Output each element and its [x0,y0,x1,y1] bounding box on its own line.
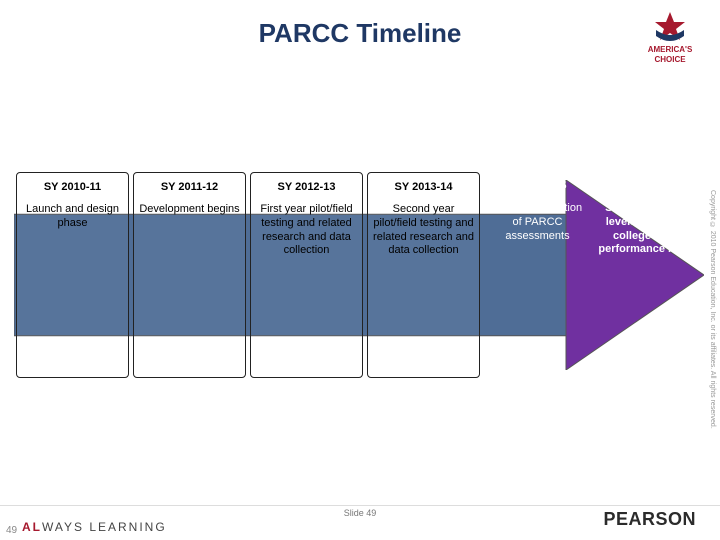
timeline-year: SY 2011-12 [161,181,218,193]
svg-text:AMERICA'S: AMERICA'S [648,45,693,54]
timeline-desc: First year pilot/field testing and relat… [253,203,360,258]
always-learning-logo: ALWAYS LEARNING [22,520,167,534]
timeline-year: Summer 2015 [613,180,685,192]
timeline-columns: SY 2010-11Launch and design phaseSY 2011… [14,172,704,378]
timeline-year: SY 2014-15 [509,180,567,192]
timeline-desc: Launch and design phase [19,203,126,231]
timeline-desc: Full administration of PARCC assessments [484,202,591,243]
timeline-desc: Set achievement levels, including colleg… [595,202,702,257]
always-learning-accent: AL [22,520,42,534]
timeline-column: SY 2014-15 Full administration of PARCC a… [482,172,593,378]
timeline-column: SY 2012-13 First year pilot/field testing… [250,172,363,378]
pearson-logo: PEARSON [603,509,696,530]
timeline-column: SY 2010-11 Launch and design phase [16,172,129,378]
page-title: PARCC Timeline [0,18,720,49]
americas-choice-logo: AMERICA'S CHOICE [636,10,704,66]
timeline-year: SY 2012-13 [278,181,336,193]
footer-rule [0,505,720,506]
timeline-column: Summer 2015 Set achievement levels, inclu… [593,172,704,378]
americas-choice-logo-svg: AMERICA'S CHOICE [636,10,704,66]
always-learning-rest: WAYS LEARNING [42,520,167,534]
copyright-text: Copyright © 2010 Pearson Education, Inc.… [709,190,716,470]
page-number-corner: 49 [6,525,17,536]
timeline-desc: Development begins [136,203,242,217]
timeline-year: SY 2013-14 [395,181,453,193]
timeline-column: SY 2011-12 Development begins [133,172,246,378]
svg-text:CHOICE: CHOICE [654,55,686,64]
timeline-desc: Second year pilot/field testing and rela… [370,203,477,258]
timeline-year: SY 2010-11 [44,181,101,193]
timeline-column: SY 2013-14 Second year pilot/field testin… [367,172,480,378]
